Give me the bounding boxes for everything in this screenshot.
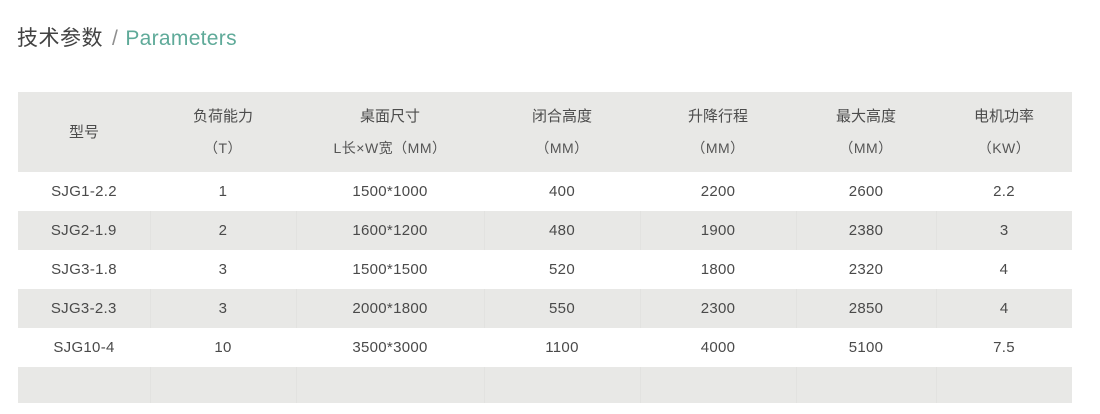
cell-closed-height: 520 <box>549 261 575 278</box>
table-row-empty <box>18 367 1072 403</box>
cell-closed-height <box>484 367 641 403</box>
cell-max-height: 5100 <box>848 339 884 356</box>
cell-max-height: 2320 <box>848 261 884 278</box>
cell-motor-power <box>936 367 1072 403</box>
column-header-load-capacity: 负荷能力 （T） <box>150 92 296 172</box>
cell-table-size: 2000*1800 <box>296 289 485 328</box>
page-title: 技术参数 / Parameters <box>17 24 237 54</box>
column-header-motor-power: 电机功率 （KW） <box>936 92 1072 172</box>
column-header-table-size: 桌面尺寸 L长×W宽（MM） <box>296 92 484 172</box>
cell-closed-height: 1100 <box>545 339 579 356</box>
cell-load-capacity: 3 <box>150 289 297 328</box>
column-header-table-size-title: 桌面尺寸 <box>359 108 420 125</box>
column-header-max-height-unit: （MM） <box>839 140 893 156</box>
column-header-model: 型号 <box>18 92 150 172</box>
column-header-closed-height: 闭合高度 （MM） <box>484 92 640 172</box>
column-header-motor-power-title: 电机功率 <box>973 108 1034 125</box>
cell-table-size: 1600*1200 <box>296 211 485 250</box>
table-row: SJG1-2.2 1 1500*1000 400 2200 2600 2.2 <box>18 172 1072 211</box>
column-header-max-height: 最大高度 （MM） <box>796 92 936 172</box>
cell-closed-height: 480 <box>484 211 641 250</box>
cell-max-height: 2380 <box>796 211 937 250</box>
cell-lifting-stroke: 1800 <box>700 261 736 278</box>
table-header-row: 型号 负荷能力 （T） 桌面尺寸 L长×W宽（MM） 闭合高度 <box>18 92 1072 172</box>
cell-table-size <box>296 367 485 403</box>
cell-model <box>18 367 151 403</box>
cell-motor-power: 2.2 <box>993 183 1015 200</box>
cell-lifting-stroke: 2200 <box>700 183 736 200</box>
cell-table-size: 1500*1000 <box>352 183 428 200</box>
table-row: SJG2-1.9 2 1600*1200 480 1900 2380 3 <box>18 211 1072 250</box>
cell-load-capacity <box>150 367 297 403</box>
table-row: SJG10-4 10 3500*3000 1100 4000 5100 7.5 <box>18 328 1072 367</box>
column-header-lifting-stroke-unit: （MM） <box>691 140 745 156</box>
page-title-en: Parameters <box>125 27 237 50</box>
cell-load-capacity: 2 <box>150 211 297 250</box>
specifications-table: 型号 负荷能力 （T） 桌面尺寸 L长×W宽（MM） 闭合高度 <box>18 92 1072 403</box>
cell-model: SJG2-1.9 <box>18 211 151 250</box>
column-header-lifting-stroke-title: 升降行程 <box>687 108 748 125</box>
cell-max-height <box>796 367 937 403</box>
cell-max-height: 2600 <box>848 183 884 200</box>
cell-max-height: 2850 <box>796 289 937 328</box>
cell-table-size: 1500*1500 <box>352 261 428 278</box>
table-header: 型号 负荷能力 （T） 桌面尺寸 L长×W宽（MM） 闭合高度 <box>18 92 1072 172</box>
cell-motor-power: 4 <box>999 300 1009 317</box>
page-title-separator: / <box>112 27 119 50</box>
cell-motor-power: 3 <box>999 222 1009 239</box>
cell-motor-power: 4 <box>999 261 1009 278</box>
cell-lifting-stroke: 1900 <box>640 211 797 250</box>
column-header-closed-height-unit: （MM） <box>535 140 589 156</box>
table-row: SJG3-2.3 3 2000*1800 550 2300 2850 4 <box>18 289 1072 328</box>
cell-model: SJG3-1.8 <box>51 261 117 278</box>
column-header-model-title: 型号 <box>68 123 99 141</box>
column-header-lifting-stroke: 升降行程 （MM） <box>640 92 796 172</box>
column-header-motor-power-unit: （KW） <box>977 140 1031 156</box>
column-header-load-capacity-unit: （T） <box>203 140 243 156</box>
cell-load-capacity: 1 <box>218 183 228 200</box>
cell-table-size: 3500*3000 <box>352 339 428 356</box>
table-body: SJG1-2.2 1 1500*1000 400 2200 2600 2.2 S… <box>18 172 1072 403</box>
column-header-max-height-title: 最大高度 <box>835 108 896 125</box>
cell-model: SJG3-2.3 <box>18 289 151 328</box>
page-title-cn: 技术参数 <box>17 27 103 50</box>
cell-load-capacity: 3 <box>218 261 228 278</box>
cell-model: SJG10-4 <box>53 339 115 356</box>
column-header-closed-height-title: 闭合高度 <box>531 108 592 125</box>
cell-lifting-stroke: 2300 <box>640 289 797 328</box>
cell-load-capacity: 10 <box>214 339 232 356</box>
table-row: SJG3-1.8 3 1500*1500 520 1800 2320 4 <box>18 250 1072 289</box>
cell-closed-height: 550 <box>484 289 641 328</box>
cell-motor-power: 7.5 <box>993 339 1015 356</box>
cell-lifting-stroke <box>640 367 797 403</box>
cell-closed-height: 400 <box>549 183 575 200</box>
cell-model: SJG1-2.2 <box>51 183 117 200</box>
cell-lifting-stroke: 4000 <box>700 339 736 356</box>
column-header-table-size-unit: L长×W宽（MM） <box>333 140 447 156</box>
column-header-load-capacity-title: 负荷能力 <box>192 108 253 125</box>
